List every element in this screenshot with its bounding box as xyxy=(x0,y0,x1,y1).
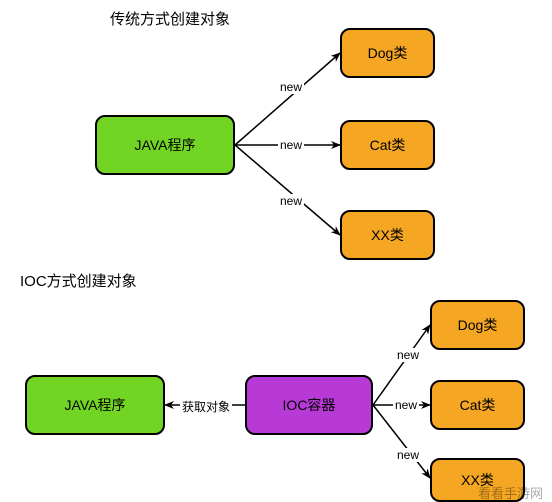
node-dog2: Dog类 xyxy=(430,300,525,350)
edge-label-e4: 获取对象 xyxy=(180,398,232,415)
edge-label-e7: new xyxy=(395,448,421,462)
node-ioc_container: IOC容器 xyxy=(245,375,373,435)
edge-e5 xyxy=(373,325,430,405)
node-label: Cat类 xyxy=(370,135,406,155)
edge-label-e1: new xyxy=(278,80,304,94)
node-cat2: Cat类 xyxy=(430,380,525,430)
edge-e7 xyxy=(373,405,430,478)
node-label: IOC容器 xyxy=(283,395,336,415)
node-xx1: XX类 xyxy=(340,210,435,260)
node-label: Dog类 xyxy=(368,43,408,63)
edge-label-e3: new xyxy=(278,194,304,208)
section-title-traditional: 传统方式创建对象 xyxy=(110,8,230,29)
node-java2: JAVA程序 xyxy=(25,375,165,435)
node-label: Dog类 xyxy=(458,315,498,335)
section-title-ioc: IOC方式创建对象 xyxy=(20,270,137,291)
node-label: XX类 xyxy=(371,225,404,245)
watermark-text: 看看手游网 xyxy=(478,483,543,502)
diagram-canvas: 传统方式创建对象 IOC方式创建对象 JAVA程序 Dog类 Cat类 XX类 JAVA… xyxy=(0,0,552,500)
node-label: JAVA程序 xyxy=(65,395,126,415)
node-java1: JAVA程序 xyxy=(95,115,235,175)
node-label: Cat类 xyxy=(460,395,496,415)
edge-label-e6: new xyxy=(393,398,419,412)
edge-label-e5: new xyxy=(395,348,421,362)
edge-label-e2: new xyxy=(278,138,304,152)
node-cat1: Cat类 xyxy=(340,120,435,170)
node-dog1: Dog类 xyxy=(340,28,435,78)
edge-e1 xyxy=(235,53,340,145)
edge-e3 xyxy=(235,145,340,235)
node-label: JAVA程序 xyxy=(135,135,196,155)
